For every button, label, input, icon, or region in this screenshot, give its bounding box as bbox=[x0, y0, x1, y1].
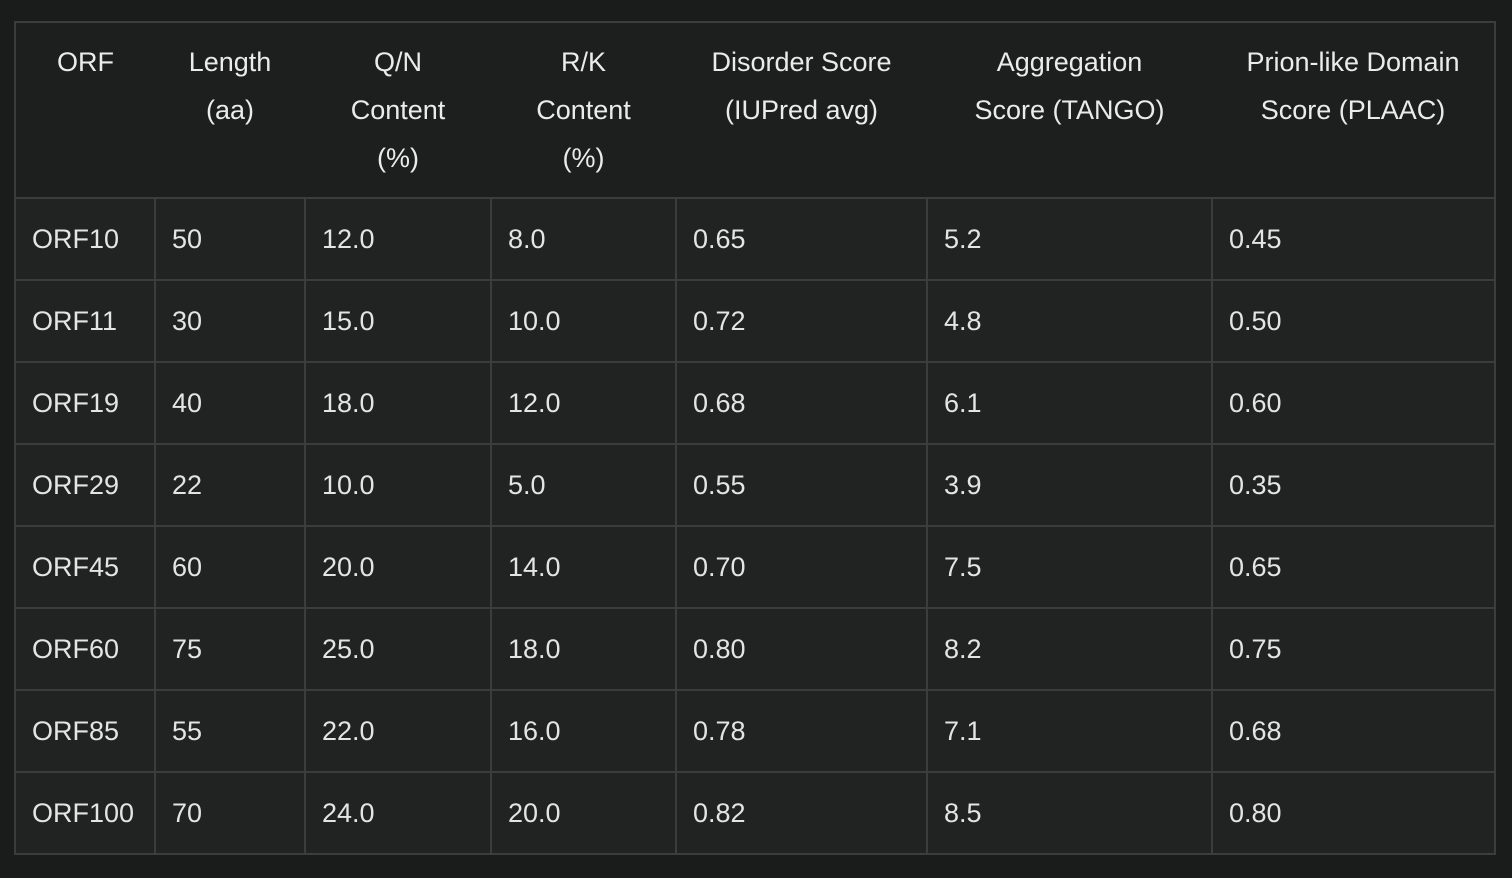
table-row: ORF45 60 20.0 14.0 0.70 7.5 0.65 bbox=[14, 525, 1496, 609]
table-cell: 7.1 bbox=[926, 689, 1213, 773]
table-cell: 25.0 bbox=[304, 607, 492, 691]
table-cell: ORF100 bbox=[14, 771, 156, 855]
table-container: ORF Length (aa) Q/N Content (%) R/K Content (%) D… bbox=[14, 21, 1496, 855]
table-cell: ORF29 bbox=[14, 443, 156, 527]
table-cell: 20.0 bbox=[304, 525, 492, 609]
table-cell: ORF85 bbox=[14, 689, 156, 773]
column-header-line: R/K bbox=[560, 47, 606, 77]
column-header-line: Disorder Score bbox=[711, 47, 892, 77]
table-cell: 0.65 bbox=[675, 197, 928, 281]
column-header: Disorder Score (IUPred avg) bbox=[676, 21, 927, 199]
header-row: ORF Length (aa) Q/N Content (%) R/K Content (%) D… bbox=[14, 21, 1496, 199]
column-header: Q/N Content (%) bbox=[305, 21, 491, 199]
table-cell: 20.0 bbox=[490, 771, 677, 855]
table-cell: 0.82 bbox=[675, 771, 928, 855]
table-cell: 14.0 bbox=[490, 525, 677, 609]
table-cell: 16.0 bbox=[490, 689, 677, 773]
table-cell: 0.70 bbox=[675, 525, 928, 609]
table-cell: 75 bbox=[154, 607, 306, 691]
table-cell: 18.0 bbox=[490, 607, 677, 691]
table-cell: 55 bbox=[154, 689, 306, 773]
table-cell: 22.0 bbox=[304, 689, 492, 773]
table-cell: ORF11 bbox=[14, 279, 156, 363]
table-cell: 0.75 bbox=[1211, 607, 1496, 691]
table-cell: 5.2 bbox=[926, 197, 1213, 281]
table-cell: 8.2 bbox=[926, 607, 1213, 691]
table-cell: 0.55 bbox=[675, 443, 928, 527]
orf-properties-table: ORF Length (aa) Q/N Content (%) R/K Content (%) D… bbox=[14, 21, 1496, 855]
table-cell: 40 bbox=[154, 361, 306, 445]
table-cell: 4.8 bbox=[926, 279, 1213, 363]
table-row: ORF100 70 24.0 20.0 0.82 8.5 0.80 bbox=[14, 771, 1496, 855]
table-cell: 10.0 bbox=[304, 443, 492, 527]
column-header-line: (aa) bbox=[205, 95, 254, 125]
table-row: ORF85 55 22.0 16.0 0.78 7.1 0.68 bbox=[14, 689, 1496, 773]
table-cell: ORF19 bbox=[14, 361, 156, 445]
column-header-line: Q/N bbox=[373, 47, 422, 77]
table-cell: 0.68 bbox=[1211, 689, 1496, 773]
table-body: ORF10 50 12.0 8.0 0.65 5.2 0.45 ORF11 30 15.0 10.0… bbox=[14, 197, 1496, 855]
column-header-line: Content bbox=[350, 95, 446, 125]
table-cell: 3.9 bbox=[926, 443, 1213, 527]
table-cell: 15.0 bbox=[304, 279, 492, 363]
column-header-line: Aggregation bbox=[996, 47, 1143, 77]
table-row: ORF19 40 18.0 12.0 0.68 6.1 0.60 bbox=[14, 361, 1496, 445]
table-cell: ORF60 bbox=[14, 607, 156, 691]
table-row: ORF29 22 10.0 5.0 0.55 3.9 0.35 bbox=[14, 443, 1496, 527]
column-header-line: (%) bbox=[562, 143, 605, 173]
table-cell: 6.1 bbox=[926, 361, 1213, 445]
table-cell: 60 bbox=[154, 525, 306, 609]
column-header: ORF bbox=[14, 21, 155, 199]
table-header: ORF Length (aa) Q/N Content (%) R/K Content (%) D… bbox=[14, 21, 1496, 199]
column-header: Length (aa) bbox=[155, 21, 305, 199]
table-cell: ORF10 bbox=[14, 197, 156, 281]
table-cell: 18.0 bbox=[304, 361, 492, 445]
column-header-line: Length bbox=[188, 47, 272, 77]
table-cell: 12.0 bbox=[304, 197, 492, 281]
table-cell: 22 bbox=[154, 443, 306, 527]
table-cell: 0.80 bbox=[675, 607, 928, 691]
column-header: R/K Content (%) bbox=[491, 21, 676, 199]
column-header-line: (IUPred avg) bbox=[724, 95, 879, 125]
table-cell: 5.0 bbox=[490, 443, 677, 527]
table-cell: 8.5 bbox=[926, 771, 1213, 855]
column-header-line: ORF bbox=[57, 47, 114, 77]
table-cell: 0.65 bbox=[1211, 525, 1496, 609]
table-cell: 0.80 bbox=[1211, 771, 1496, 855]
table-cell: 24.0 bbox=[304, 771, 492, 855]
column-header-line: Score (PLAAC) bbox=[1260, 95, 1446, 125]
table-cell: 0.72 bbox=[675, 279, 928, 363]
table-row: ORF60 75 25.0 18.0 0.80 8.2 0.75 bbox=[14, 607, 1496, 691]
table-cell: 0.50 bbox=[1211, 279, 1496, 363]
column-header-line: Content bbox=[536, 95, 631, 125]
table-cell: 30 bbox=[154, 279, 306, 363]
table-cell: 0.78 bbox=[675, 689, 928, 773]
table-cell: 10.0 bbox=[490, 279, 677, 363]
table-row: ORF11 30 15.0 10.0 0.72 4.8 0.50 bbox=[14, 279, 1496, 363]
column-header: Prion-like Domain Score (PLAAC) bbox=[1212, 21, 1496, 199]
table-cell: 0.68 bbox=[675, 361, 928, 445]
table-cell: 0.35 bbox=[1211, 443, 1496, 527]
table-cell: 12.0 bbox=[490, 361, 677, 445]
table-row: ORF10 50 12.0 8.0 0.65 5.2 0.45 bbox=[14, 197, 1496, 281]
column-header: Aggregation Score (TANGO) bbox=[927, 21, 1212, 199]
table-cell: 50 bbox=[154, 197, 306, 281]
table-cell: 0.45 bbox=[1211, 197, 1496, 281]
column-header-line: Prion-like Domain bbox=[1246, 47, 1460, 77]
table-cell: 7.5 bbox=[926, 525, 1213, 609]
table-cell: 0.60 bbox=[1211, 361, 1496, 445]
table-cell: 8.0 bbox=[490, 197, 677, 281]
table-cell: ORF45 bbox=[14, 525, 156, 609]
column-header-line: (%) bbox=[377, 143, 419, 173]
column-header-line: Score (TANGO) bbox=[974, 95, 1165, 125]
table-cell: 70 bbox=[154, 771, 306, 855]
